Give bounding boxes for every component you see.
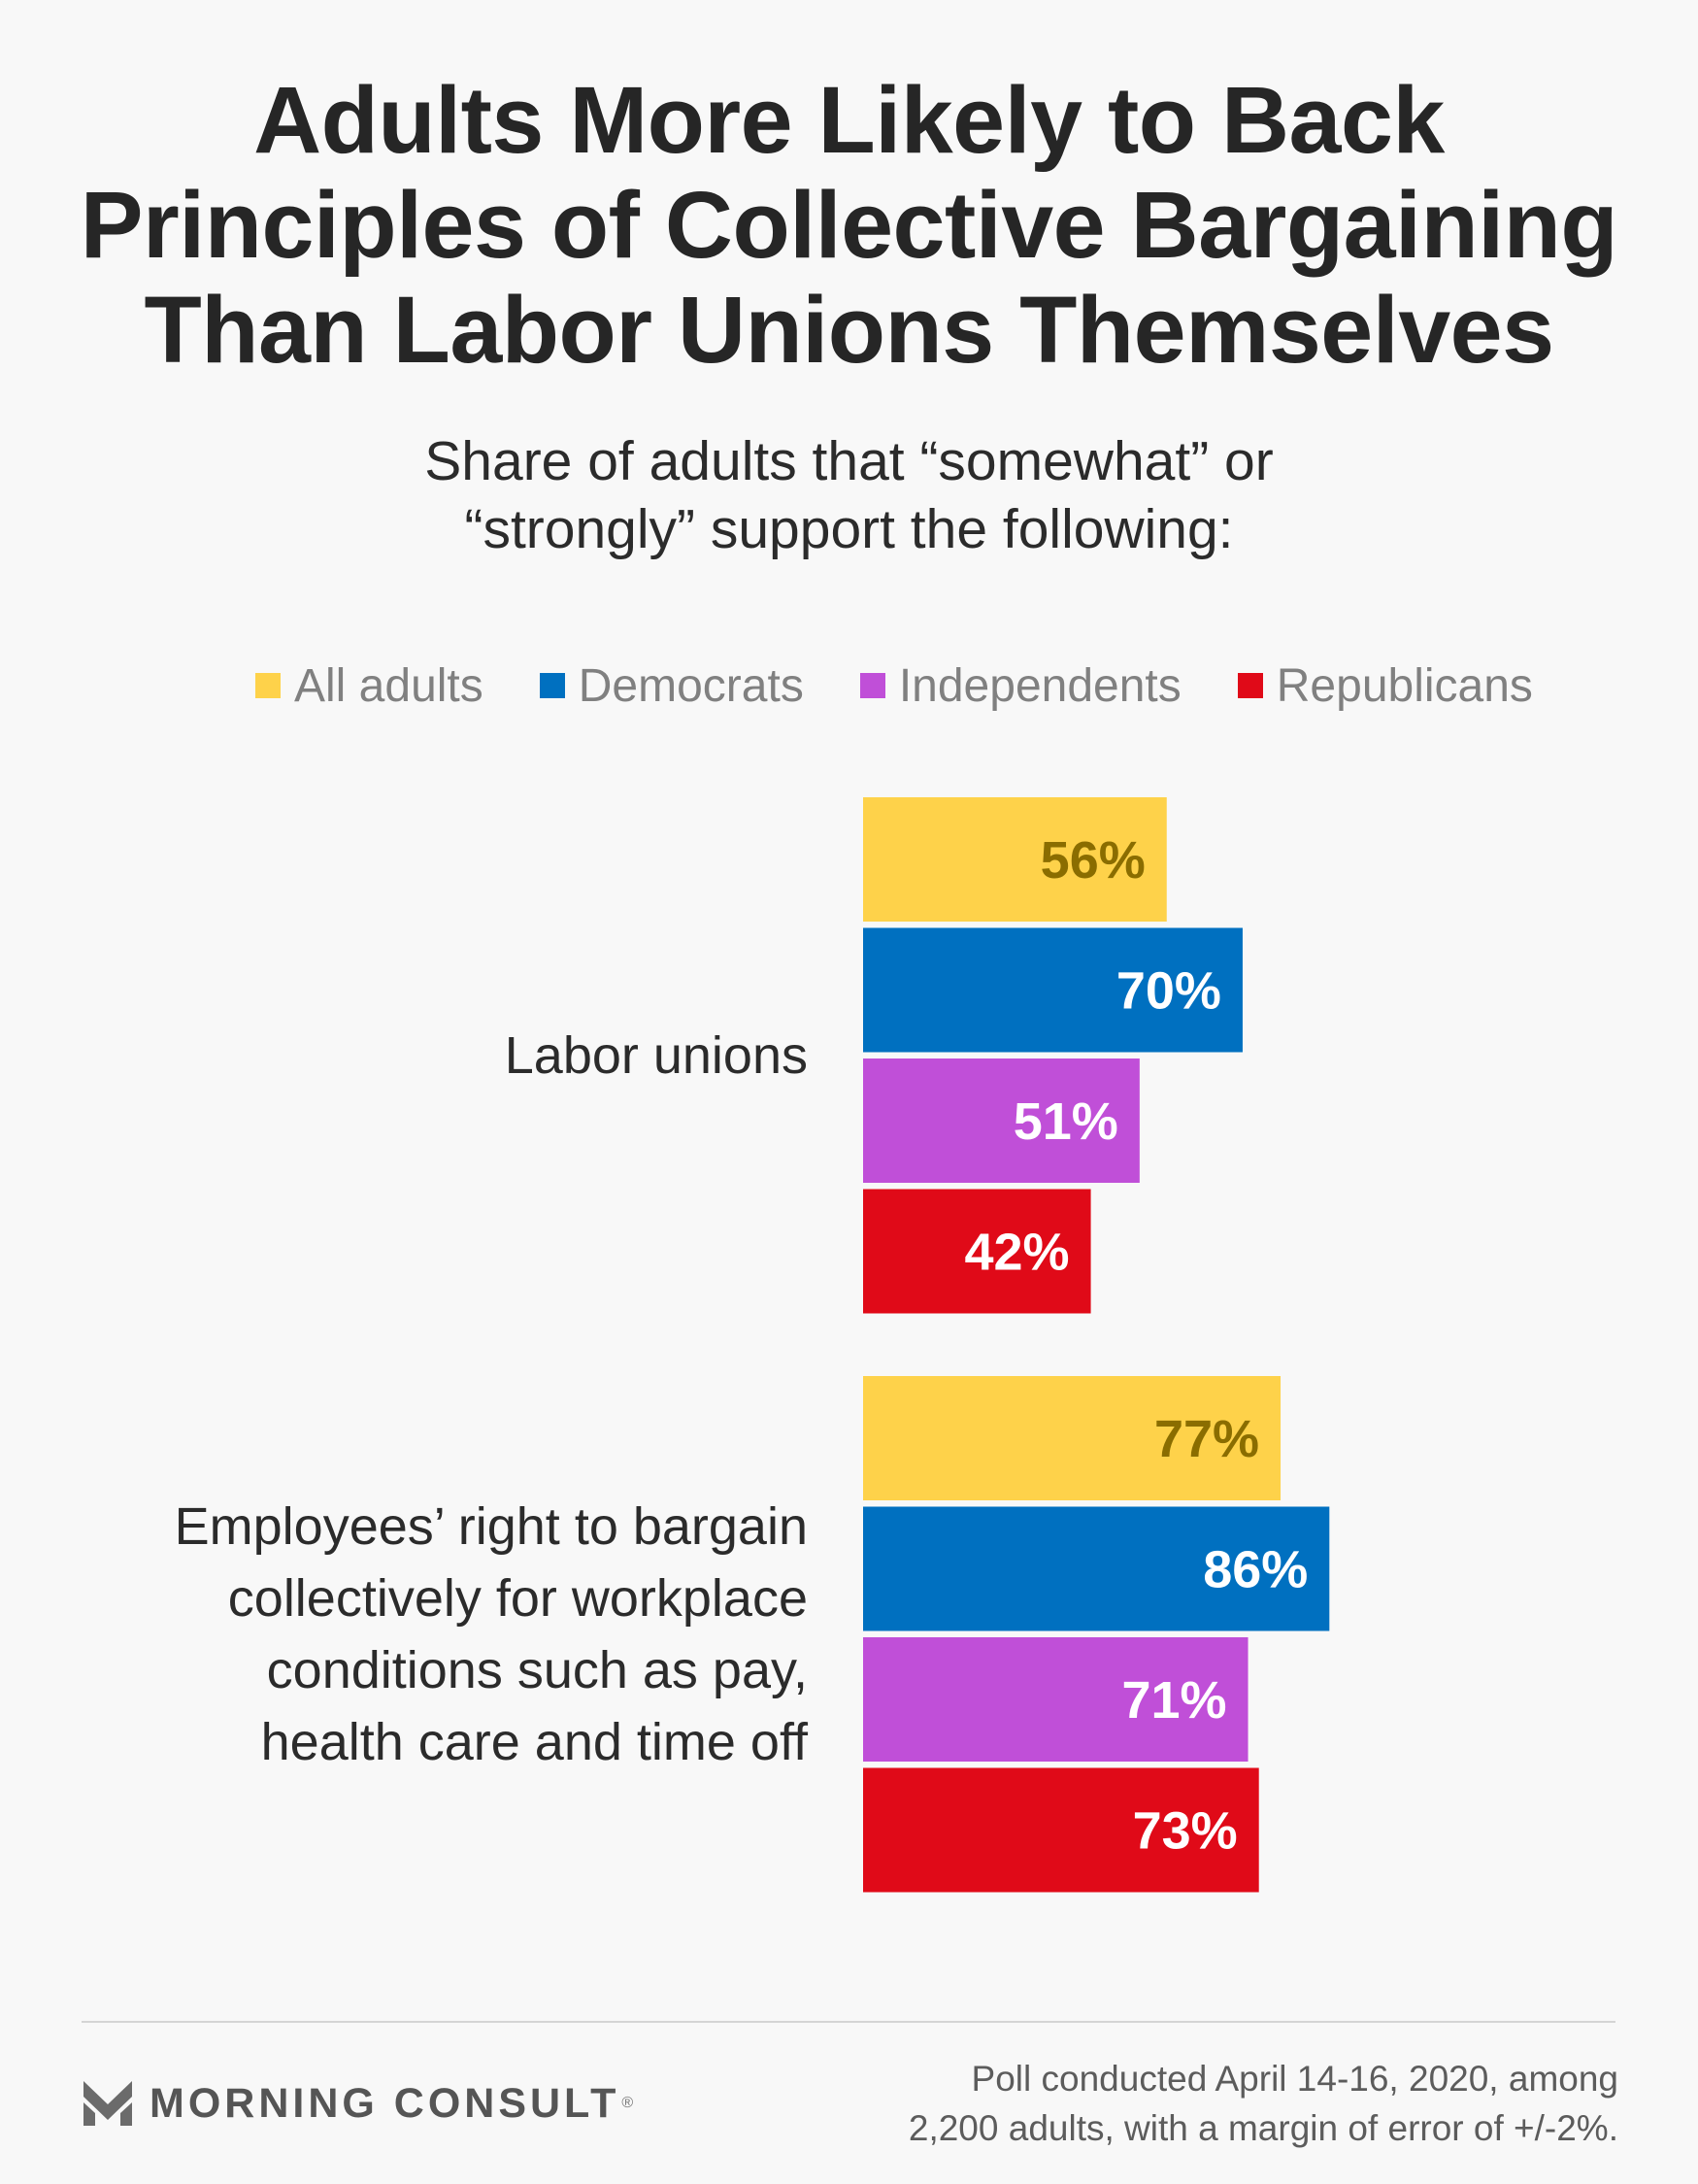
legend-swatch [1237, 673, 1263, 698]
bar-value-label: 77% [1154, 1410, 1259, 1468]
category-label-labor-unions: Labor unions [70, 1020, 808, 1092]
bar-republicans-1 [863, 1767, 1259, 1893]
chart-title-line: Adults More Likely to Back [253, 67, 1445, 173]
chart-title-line: Than Labor Unions Themselves [144, 277, 1554, 383]
bar-value-label: 70% [1116, 962, 1221, 1021]
bar-value-label: 56% [1041, 831, 1146, 890]
bar-democrats-1 [863, 1506, 1330, 1631]
bar-independents-1 [863, 1637, 1249, 1762]
category-label-line: collectively for workplace [227, 1569, 808, 1628]
logo-text: MORNING CONSULT [150, 2079, 620, 2127]
category-label-bargaining-rights: Employees’ right to bargain collectively… [70, 1491, 808, 1778]
chart-subtitle-line: “strongly” support the following: [464, 498, 1234, 560]
legend-swatch [539, 673, 565, 698]
legend-label: Democrats [578, 659, 804, 712]
footnote-line: Poll conducted April 14-16, 2020, among [971, 2059, 1618, 2099]
bar-republicans-0 [863, 1189, 1091, 1314]
chart-subtitle-line: Share of adults that “somewhat” or [424, 430, 1274, 492]
bar-value-label: 71% [1121, 1671, 1226, 1730]
footer-divider [82, 2021, 1615, 2023]
chart-subtitle: Share of adults that “somewhat” or “stro… [58, 427, 1640, 563]
chart-title: Adults More Likely to Back Principles of… [58, 68, 1640, 383]
legend-item-independents: Independents [859, 659, 1182, 713]
footnote-line: 2,200 adults, with a margin of error of … [908, 2108, 1618, 2148]
chart-legend: All adults Democrats Independents Republ… [255, 656, 1533, 715]
category-label-line: conditions such as pay, [266, 1641, 808, 1699]
legend-item-democrats: Democrats [539, 659, 804, 713]
bar-value-label: 42% [964, 1224, 1069, 1282]
category-label-line: Labor unions [504, 1026, 808, 1085]
legend-swatch [255, 673, 281, 698]
category-label-line: health care and time off [260, 1713, 808, 1771]
legend-label: Republicans [1276, 659, 1533, 712]
bar-independents-0 [863, 1058, 1140, 1183]
bar-value-label: 73% [1133, 1802, 1238, 1861]
bar-value-label: 86% [1203, 1541, 1308, 1599]
legend-item-republicans: Republicans [1237, 659, 1533, 713]
bar-all-adults-0 [863, 797, 1167, 922]
bar-democrats-0 [863, 927, 1243, 1053]
chart-title-line: Principles of Collective Bargaining [80, 172, 1618, 278]
category-label-line: Employees’ right to bargain [174, 1497, 808, 1556]
legend-item-all-adults: All adults [255, 659, 483, 713]
source-footnote: Poll conducted April 14-16, 2020, among … [909, 2054, 1618, 2153]
legend-label: Independents [898, 659, 1182, 712]
morning-consult-logo: MORNING CONSULT ® [83, 2074, 633, 2133]
legend-swatch [859, 673, 885, 698]
bar-value-label: 51% [1014, 1092, 1118, 1151]
logo-registered-mark: ® [621, 2095, 634, 2111]
bar-all-adults-1 [863, 1376, 1282, 1500]
logo-mark-icon [83, 2081, 132, 2126]
legend-label: All adults [294, 659, 483, 712]
